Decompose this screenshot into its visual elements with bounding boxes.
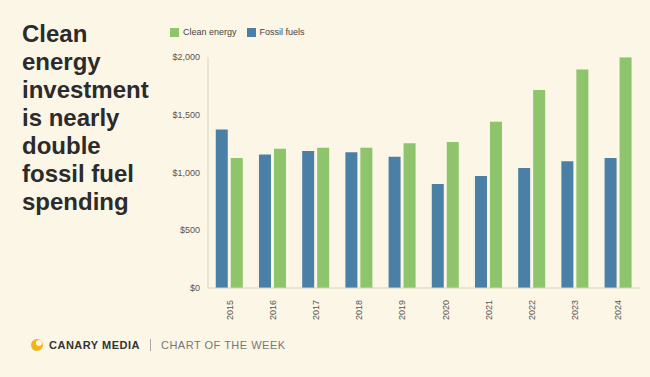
html-text:Clean energy: Clean energy (183, 27, 237, 37)
svg-text:$1,000: $1,000 (172, 168, 200, 178)
svg-text:2017: 2017 (311, 300, 321, 320)
html-text:Fossil fuels: Fossil fuels (259, 27, 305, 37)
svg-text:2015: 2015 (225, 300, 235, 320)
svg-text:2020: 2020 (441, 300, 451, 320)
svg-text:2016: 2016 (268, 300, 278, 320)
svg-text:2022: 2022 (527, 300, 537, 320)
svg-text:$0: $0 (190, 283, 200, 293)
svg-text:$2,000: $2,000 (172, 52, 200, 62)
svg-text:2019: 2019 (397, 300, 407, 320)
svg-text:2023: 2023 (570, 300, 580, 320)
svg-text:$500: $500 (180, 225, 200, 235)
svg-text:2018: 2018 (354, 300, 364, 320)
html-text:Clean energy investment is nea: Clean energy investment is nearly double… (22, 20, 149, 215)
html-text:CANARY MEDIA: CANARY MEDIA (49, 339, 140, 351)
svg-text:2021: 2021 (484, 300, 494, 320)
svg-text:$1,500: $1,500 (172, 110, 200, 120)
html-text:CHART OF THE WEEK: CHART OF THE WEEK (161, 339, 286, 351)
svg-text:2024: 2024 (613, 300, 623, 320)
